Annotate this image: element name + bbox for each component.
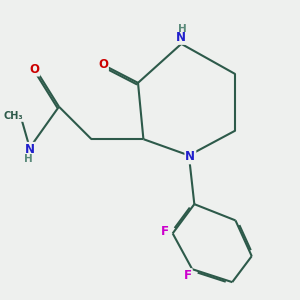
Text: F: F — [160, 225, 169, 239]
Text: H: H — [178, 24, 186, 34]
Text: CH₃: CH₃ — [4, 111, 23, 121]
Text: O: O — [98, 58, 108, 70]
Text: N: N — [185, 150, 195, 164]
Text: N: N — [25, 143, 35, 156]
Text: F: F — [184, 269, 192, 282]
Text: N: N — [176, 31, 186, 44]
Text: O: O — [29, 63, 39, 76]
Text: H: H — [24, 154, 33, 164]
